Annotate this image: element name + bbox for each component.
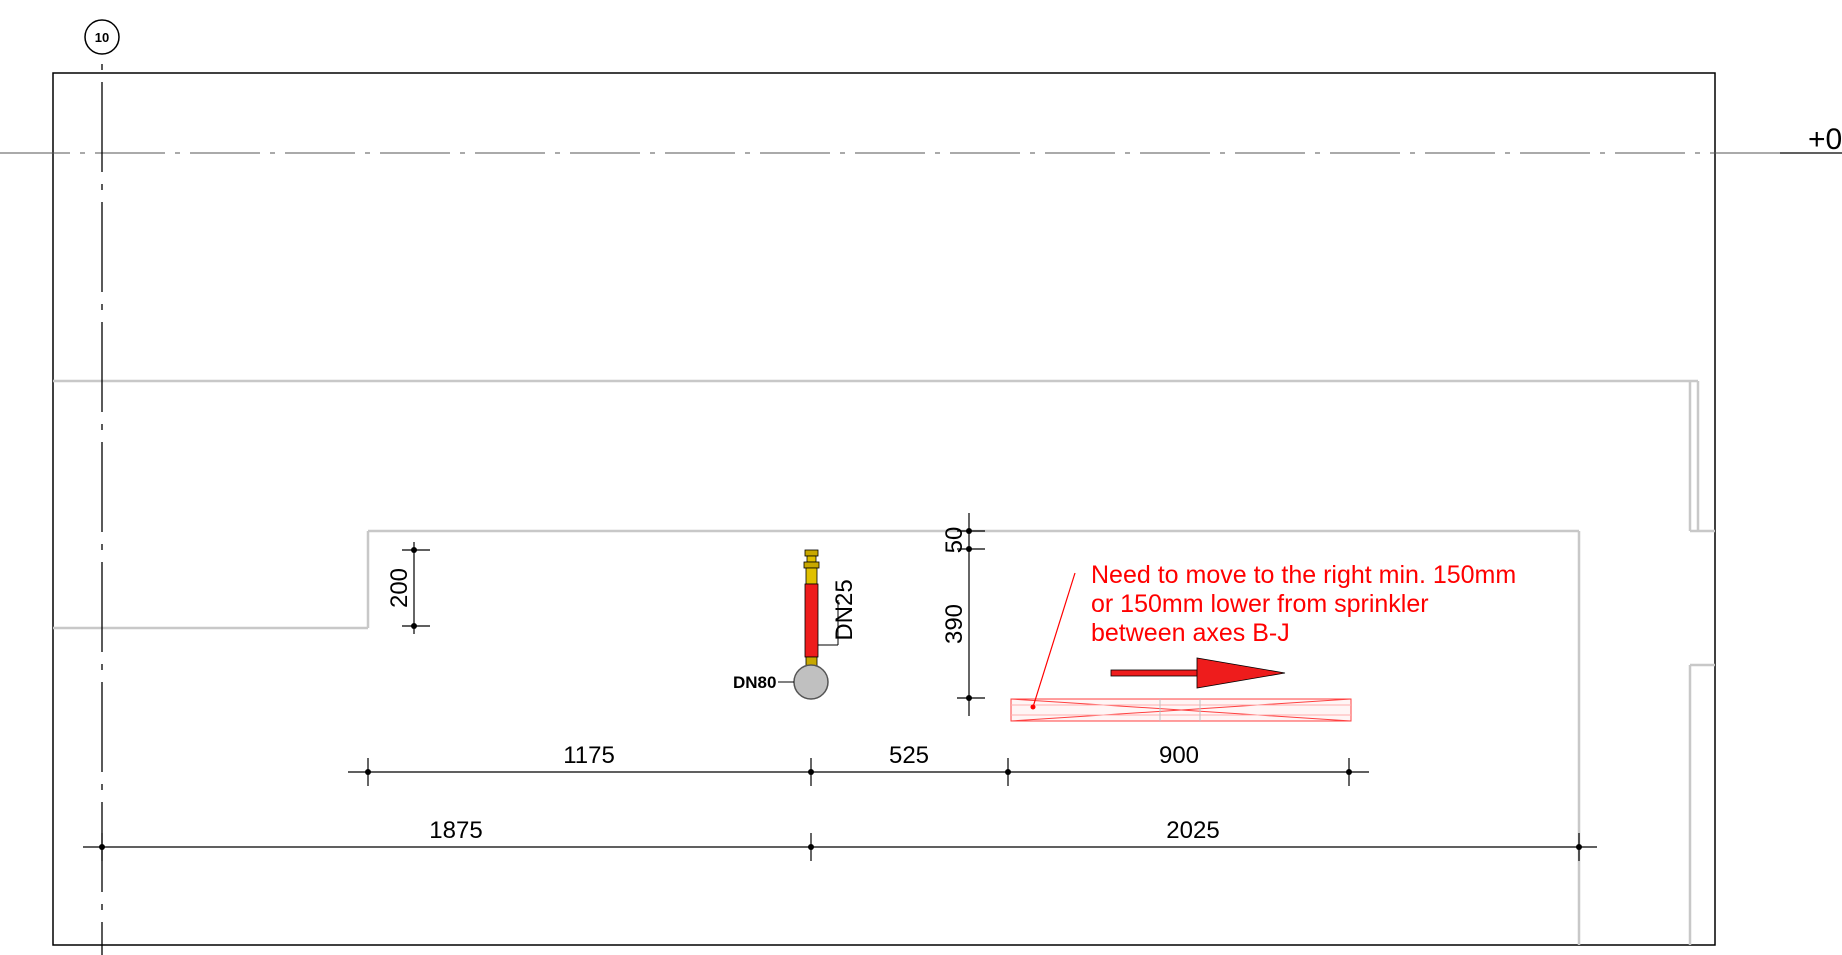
drawing-frame bbox=[52, 72, 1716, 946]
dimension-value-1875: 1875 bbox=[429, 817, 482, 844]
drop-pipe bbox=[804, 583, 819, 658]
note-line-1: Need to move to the right min. 150mm bbox=[1091, 561, 1516, 589]
elevation-marker: +0 bbox=[1808, 123, 1842, 156]
pipe-label-dn25: DN25 bbox=[831, 579, 858, 640]
dimension-value-525: 525 bbox=[889, 742, 929, 769]
wall-outline bbox=[53, 379, 1715, 945]
dimension-value-2025: 2025 bbox=[1166, 817, 1219, 844]
grid-axis-bubble bbox=[84, 19, 120, 55]
dimension-value-200: 200 bbox=[386, 568, 413, 608]
obstruction-box bbox=[1010, 698, 1352, 722]
main-pipe-section bbox=[793, 664, 829, 700]
dimension-row-1: 1175 525 900 bbox=[348, 742, 1369, 786]
dimension-vertical-left: 200 bbox=[386, 542, 430, 634]
grid-axis-label: 10 bbox=[95, 30, 109, 45]
sprinkler-head-icon bbox=[803, 549, 820, 668]
note-line-2: or 150mm lower from sprinkler bbox=[1091, 590, 1429, 618]
dimension-row-2: 1875 2025 bbox=[83, 817, 1597, 861]
dimension-value-1175: 1175 bbox=[563, 742, 615, 769]
arrow-right-icon bbox=[1110, 657, 1286, 689]
pipe-label-dn80: DN80 bbox=[733, 673, 776, 692]
dimension-value-50: 50 bbox=[941, 527, 968, 554]
dimension-value-900: 900 bbox=[1159, 742, 1199, 769]
dimension-vertical-right: 50 390 bbox=[941, 513, 985, 716]
note-leader bbox=[1032, 572, 1076, 708]
dimension-value-390: 390 bbox=[941, 604, 968, 644]
note-line-3: between axes B-J bbox=[1091, 619, 1290, 647]
